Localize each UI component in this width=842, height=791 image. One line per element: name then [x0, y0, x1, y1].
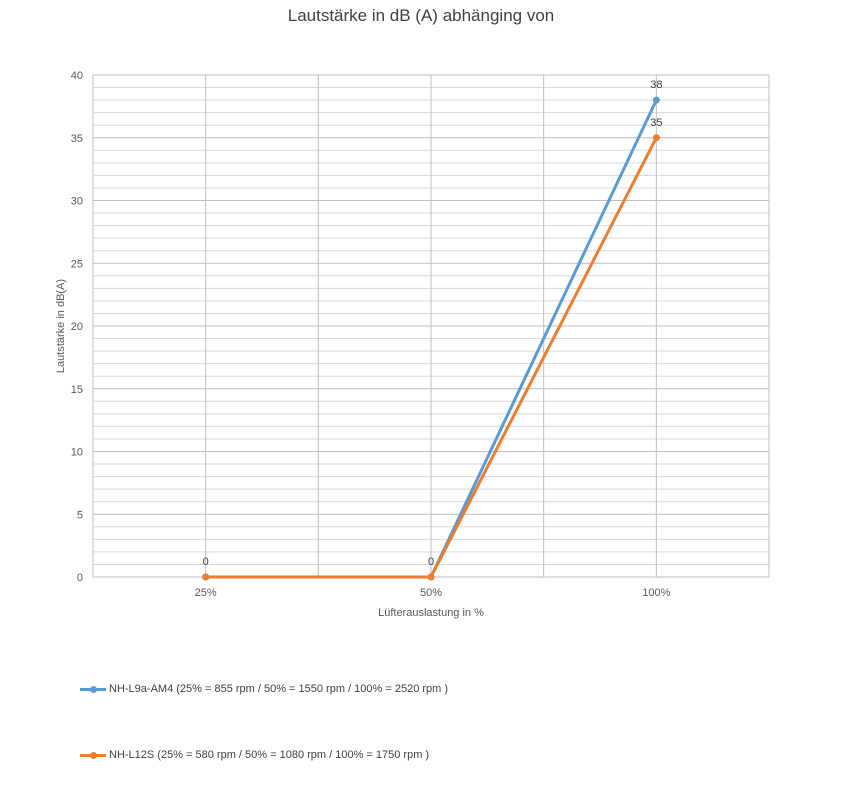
data-label-series-1: 0: [203, 556, 209, 568]
series-layer: [202, 96, 660, 581]
y-axis-title: Lautstärke in dB(A): [55, 279, 67, 373]
data-label-series-1: 0: [428, 556, 434, 568]
x-tick-label: 100%: [642, 587, 670, 599]
y-tick-label: 5: [77, 509, 83, 521]
legend-label-series-1: NH-L9a-AM4 (25% = 855 rpm / 50% = 1550 r…: [109, 683, 449, 695]
x-axis-title: Lüfterauslastung in %: [378, 607, 484, 619]
y-tick-label: 15: [71, 384, 83, 396]
y-tick-label: 35: [71, 133, 83, 145]
grid: [92, 74, 770, 578]
chart-title: Lautstärke in dB (A) abhänging von: [287, 6, 555, 25]
data-labels: 0 0 38 35: [203, 79, 663, 568]
y-tick-label: 25: [71, 258, 83, 270]
data-label-series-2: 35: [650, 117, 662, 129]
x-tick-label: 25%: [195, 587, 217, 599]
y-tick-label: 40: [71, 70, 83, 82]
data-point-series-2: [652, 134, 660, 142]
y-axis-ticks: 0 5 10 15 20 25 30 35 40: [71, 70, 83, 584]
y-tick-label: 20: [71, 321, 83, 333]
legend-item-series-1[interactable]: NH-L9a-AM4 (25% = 855 rpm / 50% = 1550 r…: [80, 683, 448, 695]
data-point-series-2: [202, 573, 210, 581]
data-point-series-2: [427, 573, 435, 581]
data-label-series-1: 38: [650, 79, 662, 91]
legend-swatch-series-2: [80, 751, 106, 759]
x-tick-label: 50%: [420, 587, 442, 599]
x-axis-ticks: 25% 50% 100%: [195, 587, 671, 599]
y-tick-label: 30: [71, 196, 83, 208]
y-tick-label: 0: [77, 572, 83, 584]
legend-label-series-2: NH-L12S (25% = 580 rpm / 50% = 1080 rpm …: [109, 749, 430, 761]
y-tick-label: 10: [71, 447, 83, 459]
legend-swatch-series-1: [80, 685, 106, 693]
legend-item-series-2[interactable]: NH-L12S (25% = 580 rpm / 50% = 1080 rpm …: [80, 749, 429, 761]
data-point-series-1: [652, 96, 660, 104]
